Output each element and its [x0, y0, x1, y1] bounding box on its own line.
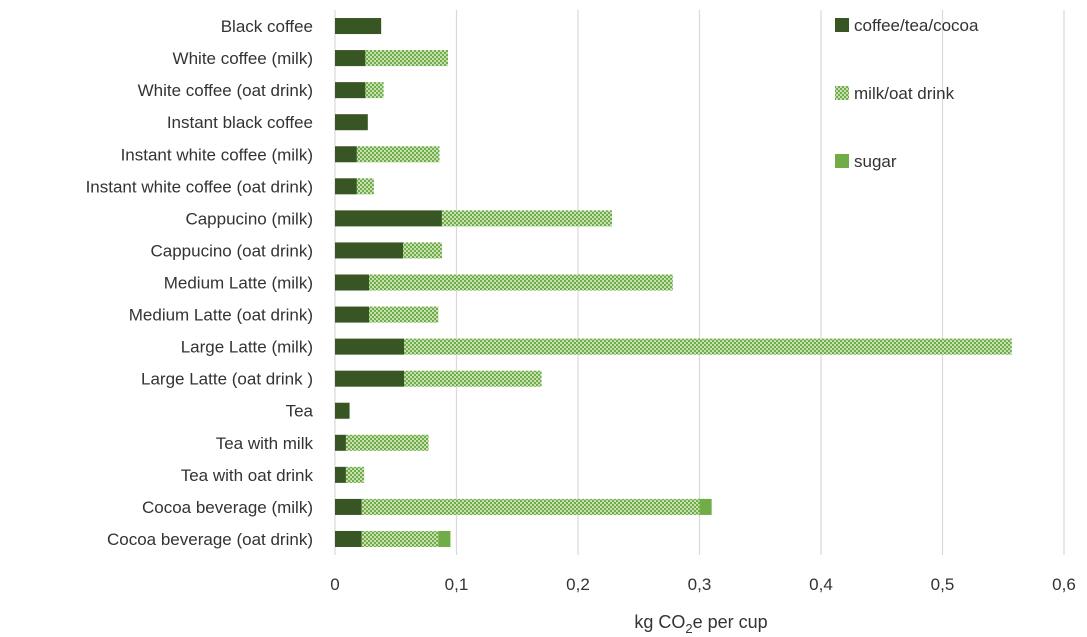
bar-segment [335, 402, 350, 419]
bar-segment [335, 530, 362, 547]
bar-segment [361, 530, 439, 547]
bar-segment [335, 370, 405, 387]
bar-segment [369, 274, 673, 291]
x-tick-labels: 0 0,1 0,2 0,3 0,4 0,5 0,6 [330, 575, 1076, 594]
legend-label: milk/oat drink [854, 84, 955, 103]
category-label: White coffee (milk) [173, 49, 313, 68]
bar-segment [335, 242, 404, 259]
category-label: Medium Latte (oat drink) [129, 306, 313, 325]
category-label: Cappucino (oat drink) [150, 241, 313, 260]
bar-segment [335, 178, 357, 195]
category-labels: Black coffee White coffee (milk) White cof… [86, 17, 314, 549]
bar-segment [335, 18, 382, 35]
bars [335, 18, 1012, 547]
category-label: Black coffee [221, 17, 313, 36]
bar-segment [361, 498, 700, 515]
legend: coffee/tea/cocoa milk/oat drink sugar [835, 16, 979, 171]
bar-segment [335, 306, 370, 323]
category-label: Cocoa beverage (milk) [142, 498, 313, 517]
bar-segment [404, 370, 542, 387]
x-tick-label: 0,5 [931, 575, 955, 594]
bar-segment [403, 242, 442, 259]
x-tick-label: 0 [330, 575, 339, 594]
bar-segment [335, 146, 357, 163]
legend-swatch [835, 18, 849, 32]
bar-segment [404, 338, 1012, 355]
bar-segment [365, 82, 384, 99]
category-label: Tea [286, 402, 314, 421]
bar-segment [335, 210, 442, 227]
bar-segment [356, 146, 440, 163]
x-tick-label: 0,3 [688, 575, 712, 594]
bar-segment [335, 498, 362, 515]
x-tick-label: 0,2 [566, 575, 590, 594]
category-label: Cocoa beverage (oat drink) [107, 530, 313, 549]
category-label: Medium Latte (milk) [164, 274, 313, 293]
bar-segment [335, 274, 370, 291]
bar-segment [335, 50, 366, 67]
bar-segment [335, 114, 368, 131]
bar-segment [699, 498, 712, 515]
category-label: Instant white coffee (oat drink) [86, 177, 313, 196]
category-label: Instant black coffee [167, 113, 313, 132]
bar-segment [335, 338, 405, 355]
bar-segment [345, 466, 365, 483]
bar-segment [369, 306, 439, 323]
legend-swatch [835, 154, 849, 168]
category-label: Large Latte (milk) [181, 338, 313, 357]
x-tick-label: 0,6 [1052, 575, 1076, 594]
bar-segment [441, 210, 613, 227]
legend-label: coffee/tea/cocoa [854, 16, 979, 35]
category-label: Tea with oat drink [181, 466, 314, 485]
bar-segment [335, 434, 346, 451]
bar-segment [438, 530, 451, 547]
category-label: Tea with milk [216, 434, 314, 453]
bar-segment [345, 434, 429, 451]
category-label: White coffee (oat drink) [138, 81, 313, 100]
category-label: Instant white coffee (milk) [121, 145, 313, 164]
category-label: Cappucino (milk) [185, 209, 313, 228]
legend-label: sugar [854, 152, 897, 171]
legend-swatch [835, 86, 849, 100]
x-tick-label: 0,4 [809, 575, 833, 594]
bar-segment [365, 50, 448, 67]
bar-segment [335, 466, 346, 483]
x-axis-title: kg CO2e per cup [634, 612, 767, 636]
bar-segment [356, 178, 374, 195]
x-tick-label: 0,1 [445, 575, 469, 594]
category-label: Large Latte (oat drink ) [141, 370, 313, 389]
bar-segment [335, 82, 366, 99]
